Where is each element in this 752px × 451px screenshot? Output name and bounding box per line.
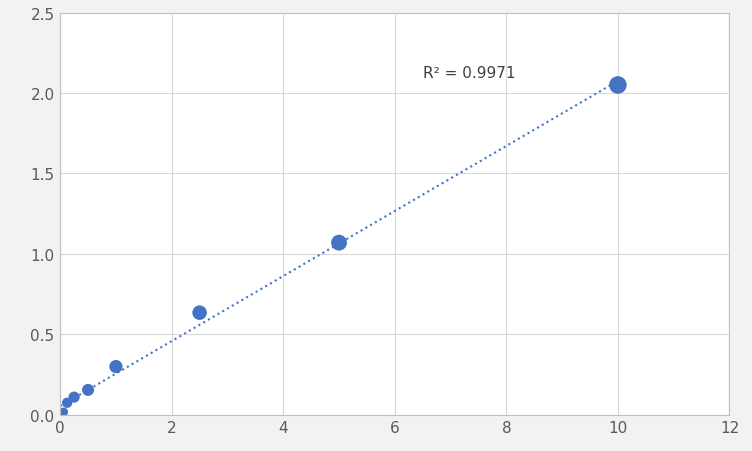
Point [61, 399, 73, 406]
Point [68, 394, 80, 401]
Text: R² = 0.9971: R² = 0.9971 [423, 66, 515, 81]
Point [193, 309, 205, 317]
Point [333, 239, 345, 247]
Point [612, 82, 624, 89]
Point [58, 409, 70, 416]
Point [110, 363, 122, 370]
Point [56, 410, 68, 417]
Point [82, 387, 94, 394]
